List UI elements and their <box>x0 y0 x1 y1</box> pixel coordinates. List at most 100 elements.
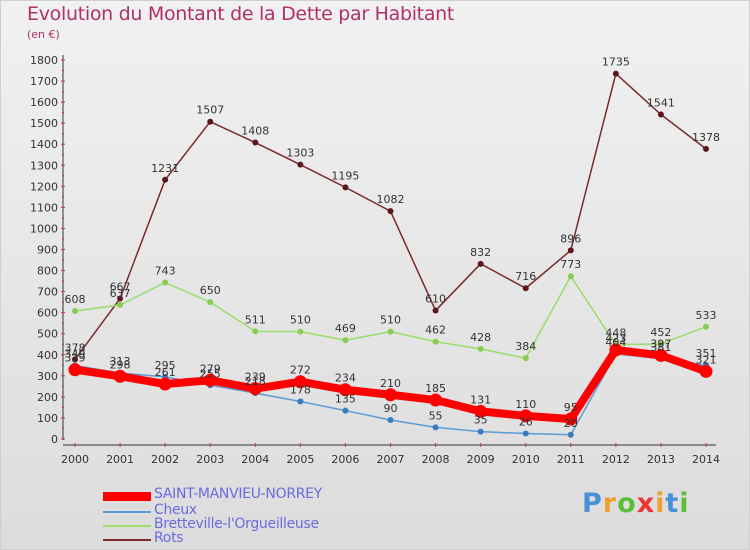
data-label: 533 <box>696 309 717 322</box>
y-tick-label: 1600 <box>30 96 58 109</box>
data-point <box>564 412 578 426</box>
data-label: 397 <box>650 337 671 350</box>
data-label: 384 <box>515 340 536 353</box>
data-point <box>474 404 488 418</box>
data-label: 378 <box>65 341 86 354</box>
data-point <box>657 340 664 347</box>
data-point <box>203 373 217 387</box>
data-label: 423 <box>605 332 626 345</box>
data-label: 832 <box>470 246 491 259</box>
data-label: 210 <box>380 377 401 390</box>
data-point <box>567 431 574 438</box>
x-tick-label: 2001 <box>106 453 134 466</box>
data-point <box>703 323 709 330</box>
data-label: 131 <box>470 393 491 406</box>
data-point <box>342 407 349 414</box>
data-label: 255 <box>200 367 221 380</box>
data-label: 313 <box>110 355 131 368</box>
data-label: 279 <box>200 362 221 375</box>
data-label: 185 <box>425 382 446 395</box>
data-point <box>207 299 214 306</box>
data-point <box>522 430 529 437</box>
y-tick-label: 1700 <box>30 75 58 88</box>
y-tick-label: 700 <box>37 286 58 299</box>
data-point <box>429 393 443 407</box>
y-tick-label: 100 <box>37 412 58 425</box>
data-label: 261 <box>155 366 176 379</box>
data-label: 295 <box>155 359 176 372</box>
data-label: 667 <box>110 281 131 294</box>
data-point <box>162 279 169 286</box>
data-label: 351 <box>696 347 717 360</box>
data-label: 95 <box>564 401 578 414</box>
legend-swatch <box>103 525 151 527</box>
legend-label: SAINT-MANVIEU-NORREY <box>154 486 322 502</box>
data-point <box>384 388 397 402</box>
data-label: 743 <box>155 265 176 278</box>
data-point <box>338 383 352 397</box>
data-label: 1541 <box>647 97 675 110</box>
y-tick-label: 400 <box>37 349 58 362</box>
data-point <box>609 343 623 357</box>
data-label: 608 <box>65 293 86 306</box>
y-tick-label: 900 <box>37 244 58 257</box>
data-label: 239 <box>245 371 266 384</box>
data-point <box>248 382 262 396</box>
x-tick-label: 2013 <box>647 453 675 466</box>
data-label: 510 <box>290 314 311 327</box>
data-point <box>117 301 124 308</box>
data-label: 35 <box>474 414 488 427</box>
y-tick-label: 600 <box>37 307 58 320</box>
data-label: 1408 <box>241 125 269 138</box>
data-point <box>72 307 78 314</box>
data-point <box>158 377 172 391</box>
data-point <box>519 409 533 423</box>
data-point <box>567 273 574 280</box>
legend-swatch <box>103 539 151 541</box>
data-label: 1507 <box>196 104 224 117</box>
data-label: 452 <box>650 326 671 339</box>
x-tick-label: 2005 <box>286 453 314 466</box>
data-point <box>207 118 214 125</box>
data-label: 135 <box>335 393 356 406</box>
data-point <box>387 417 394 424</box>
data-point <box>657 111 664 118</box>
data-label: 462 <box>425 324 446 337</box>
y-tick-label: 1200 <box>30 180 58 193</box>
data-label: 1735 <box>602 56 630 69</box>
data-label: 381 <box>650 341 671 354</box>
data-point <box>699 364 713 378</box>
y-tick-label: 1800 <box>30 54 58 67</box>
data-label: 178 <box>290 384 311 397</box>
data-point <box>522 285 529 292</box>
data-point <box>432 424 439 431</box>
data-label: 90 <box>384 402 398 415</box>
data-label: 218 <box>245 375 266 388</box>
data-label: 896 <box>560 232 581 245</box>
legend-label: Bretteville-l'Orgueilleuse <box>154 516 319 532</box>
y-tick-label: 1400 <box>30 138 58 151</box>
y-tick-label: 200 <box>37 391 58 404</box>
data-point <box>252 328 259 335</box>
y-tick-label: 0 <box>51 433 58 446</box>
data-point <box>162 176 169 183</box>
data-label: 26 <box>519 416 533 429</box>
data-label: 637 <box>110 287 131 300</box>
data-point <box>387 208 394 215</box>
data-point <box>342 337 349 344</box>
data-point <box>477 345 484 352</box>
data-point <box>297 398 304 405</box>
data-point <box>477 260 484 267</box>
y-tick-label: 1500 <box>30 117 58 130</box>
data-label: 110 <box>515 398 536 411</box>
data-label: 298 <box>110 358 131 371</box>
data-point <box>654 348 668 362</box>
y-tick-label: 300 <box>37 370 58 383</box>
legend-swatch <box>103 492 151 501</box>
data-point <box>342 184 349 191</box>
x-tick-label: 2002 <box>151 453 179 466</box>
data-point <box>72 356 78 363</box>
data-point <box>252 139 259 146</box>
